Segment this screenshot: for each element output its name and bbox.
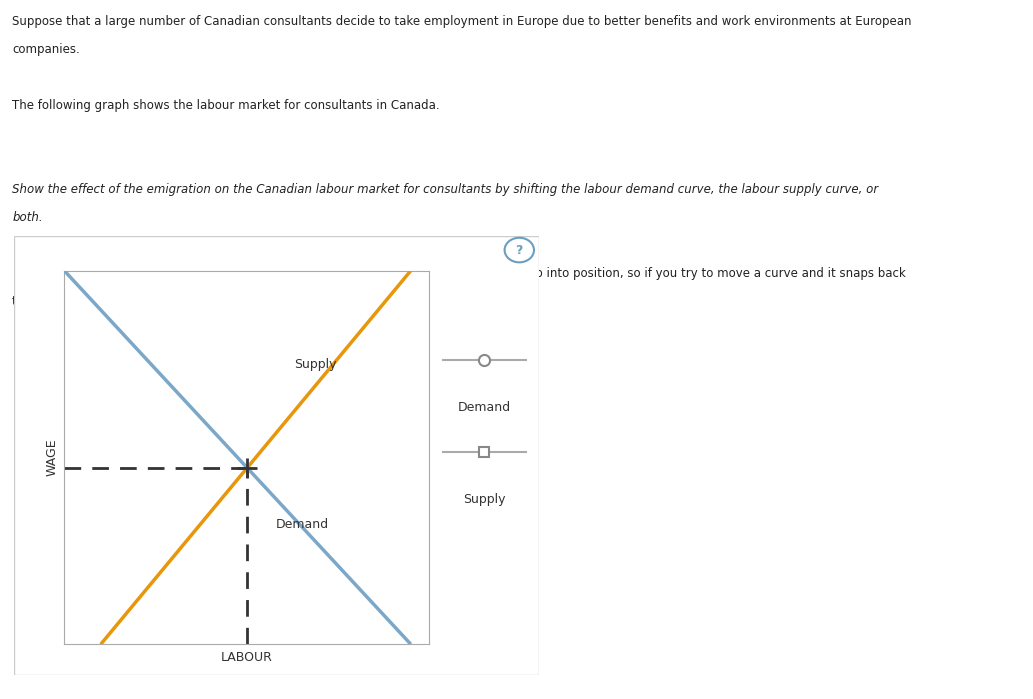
Text: both.: both. <box>12 211 43 224</box>
Circle shape <box>504 238 534 262</box>
Text: Supply: Supply <box>463 493 505 506</box>
Text: Suppose that a large number of Canadian consultants decide to take employment in: Suppose that a large number of Canadian … <box>12 15 912 29</box>
Text: The following graph shows the labour market for consultants in Canada.: The following graph shows the labour mar… <box>12 99 440 113</box>
FancyBboxPatch shape <box>14 236 539 675</box>
Y-axis label: WAGE: WAGE <box>45 439 59 476</box>
Text: to its original position, just drag it a little farther.: to its original position, just drag it a… <box>12 295 302 308</box>
Text: Demand: Demand <box>276 518 328 531</box>
Text: Supply: Supply <box>294 358 337 370</box>
Text: ?: ? <box>515 243 523 257</box>
Text: Show the effect of the emigration on the Canadian labour market for consultants : Show the effect of the emigration on the… <box>12 183 879 196</box>
X-axis label: LABOUR: LABOUR <box>221 651 273 664</box>
Text: Demand: Demand <box>458 401 510 414</box>
Text: Note:: Note: <box>12 267 49 280</box>
Text: companies.: companies. <box>12 43 81 57</box>
Text: Select and drag one or both of the curves to the desired position. Curves will s: Select and drag one or both of the curve… <box>51 267 906 280</box>
